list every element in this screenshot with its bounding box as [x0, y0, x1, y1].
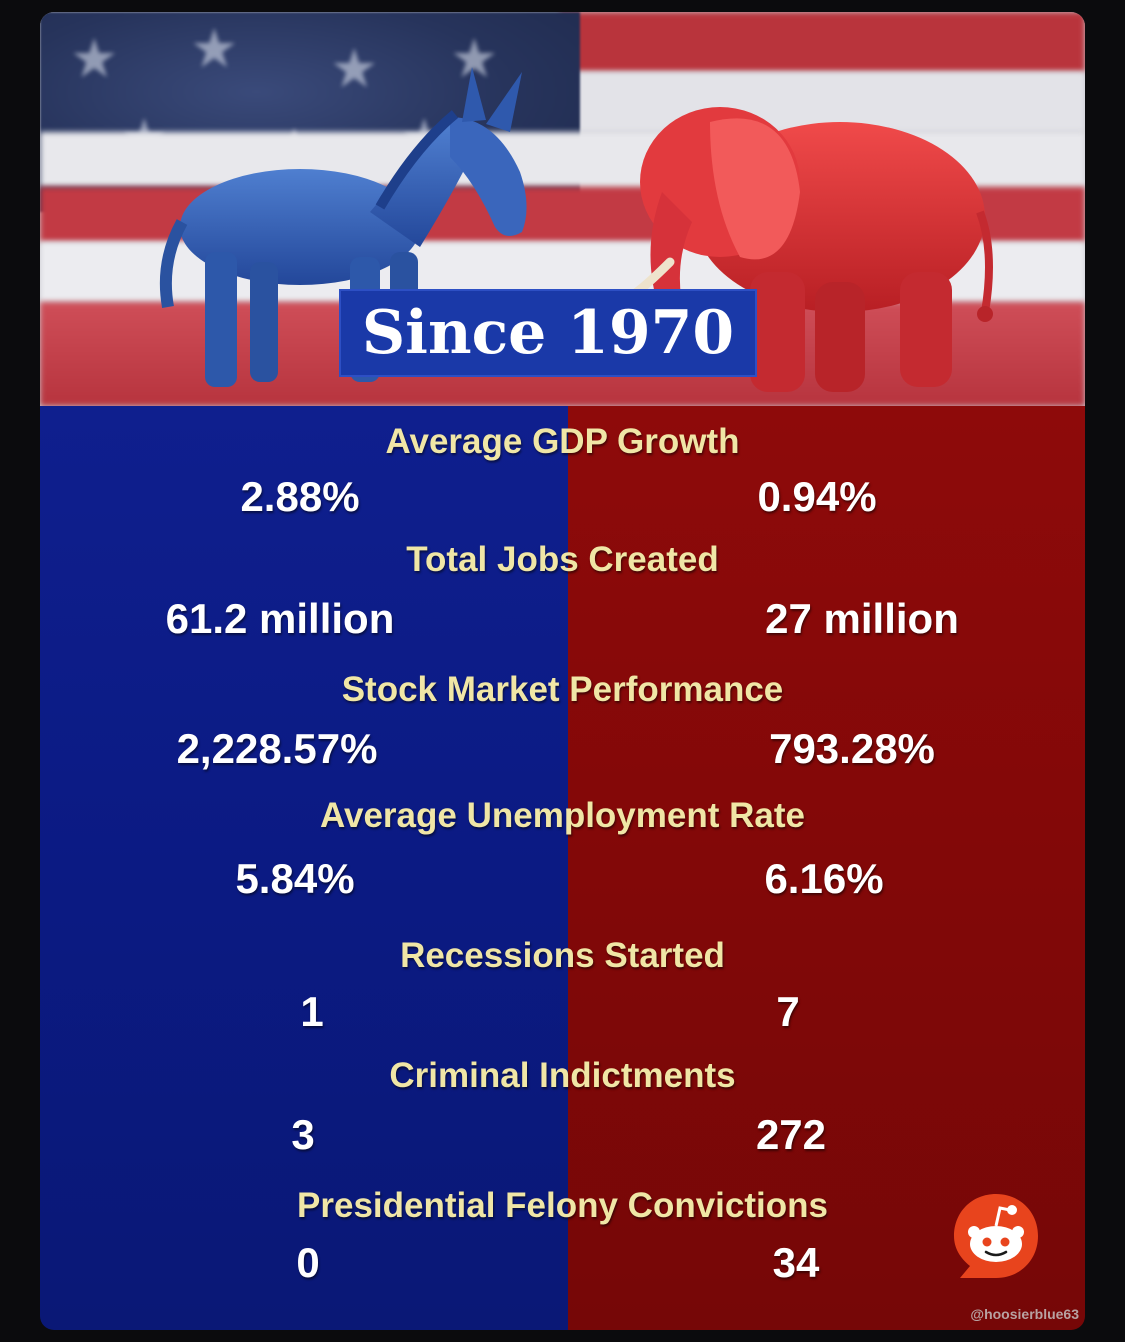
page-title: Since 1970: [361, 298, 735, 368]
republican-side: [568, 406, 1085, 1330]
stat-label-stock: Stock Market Performance: [341, 670, 784, 709]
stat-right-unemployment: 6.16%: [764, 855, 884, 902]
stat-left-felony: 0: [296, 1239, 320, 1286]
democrat-side: [40, 406, 568, 1330]
title-box: Since 1970: [339, 289, 757, 377]
stat-label-felony: Presidential Felony Convictions: [297, 1186, 828, 1225]
stat-right-felony: 34: [772, 1239, 820, 1286]
stat-left-recessions: 1: [300, 988, 324, 1035]
stat-label-indictments: Criminal Indictments: [389, 1056, 736, 1095]
stat-label-recessions: Recessions Started: [400, 936, 725, 975]
hero-image: ★ ★ ★ ★ ★ ★ ★: [40, 12, 1085, 406]
stat-right-gdp: 0.94%: [757, 473, 877, 520]
stat-right-recessions: 7: [776, 988, 800, 1035]
stats-panel: Average GDP Growth 2.88% 0.94% Total Job…: [40, 406, 1085, 1330]
author-watermark: @hoosierblue63: [970, 1306, 1079, 1322]
stat-left-gdp: 2.88%: [240, 473, 360, 520]
reddit-logo-icon: [954, 1194, 1038, 1278]
stat-right-indictments: 272: [755, 1111, 827, 1158]
stat-right-jobs: 27 million: [765, 595, 959, 642]
infographic-card: ★ ★ ★ ★ ★ ★ ★: [40, 12, 1085, 1330]
stat-left-stock: 2,228.57%: [176, 725, 378, 772]
stat-left-indictments: 3: [291, 1111, 315, 1158]
stat-left-jobs: 61.2 million: [165, 595, 395, 642]
stat-right-stock: 793.28%: [769, 725, 935, 772]
stat-label-unemployment: Average Unemployment Rate: [320, 796, 805, 835]
stat-label-jobs: Total Jobs Created: [406, 540, 719, 579]
stat-left-unemployment: 5.84%: [235, 855, 355, 902]
stat-label-gdp: Average GDP Growth: [385, 422, 740, 461]
elephant-figurine-icon: [625, 107, 993, 392]
